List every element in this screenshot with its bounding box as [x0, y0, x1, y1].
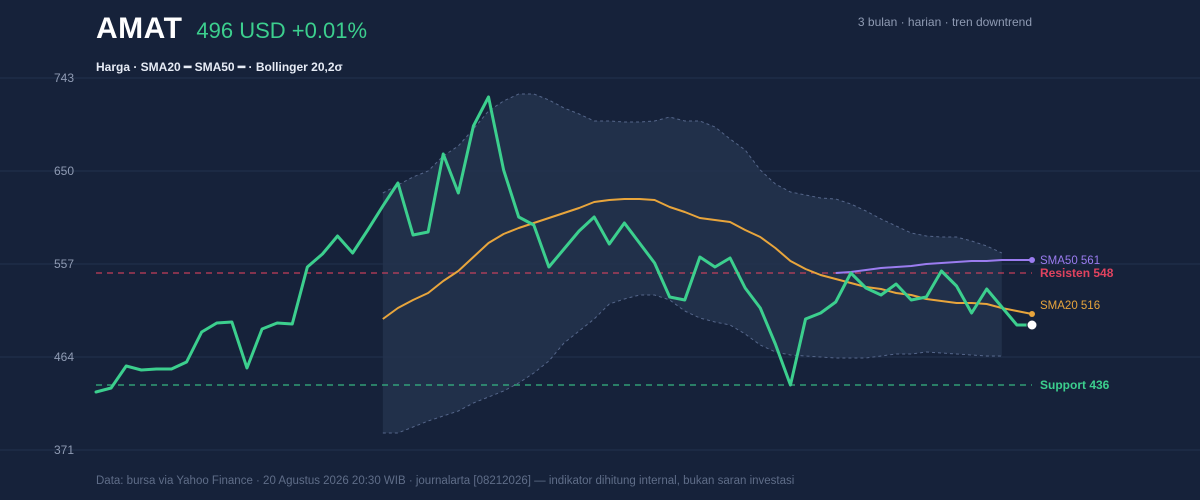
price-line: [94, 95, 1034, 394]
last-price-marker: [1026, 319, 1038, 331]
end-label: SMA50 561: [1040, 255, 1100, 267]
level-label: Resisten 548: [1040, 266, 1114, 280]
bollinger-lower-line: [382, 294, 1002, 434]
price-quote: 496 USD +0.01%: [196, 18, 368, 43]
y-tick-label: 371: [54, 443, 74, 457]
sma50-line: [835, 259, 1032, 274]
ticker-symbol: AMAT: [96, 12, 183, 45]
sma20-end-dot: [1029, 311, 1035, 317]
bollinger-band-fill: [382, 94, 1002, 433]
chart-legend: Harga · SMA20 ━ SMA50 ━ · Bollinger 20,2…: [96, 60, 343, 74]
end-label: SMA20 516: [1040, 300, 1100, 312]
y-tick-label: 557: [54, 257, 74, 271]
level-label: Support 436: [1040, 378, 1110, 392]
bollinger-upper-line: [382, 93, 1003, 254]
sma50-end-dot: [1029, 257, 1035, 263]
y-tick-label: 650: [54, 164, 74, 178]
chart-meta: 3 bulan · harian · tren downtrend: [857, 15, 1032, 29]
y-tick-label: 464: [54, 350, 74, 364]
source-note: Data: bursa via Yahoo Finance · 20 Agust…: [96, 475, 795, 487]
y-tick-label: 743: [54, 71, 74, 85]
chart-header: AMAT 496 USD +0.01%: [96, 12, 367, 46]
